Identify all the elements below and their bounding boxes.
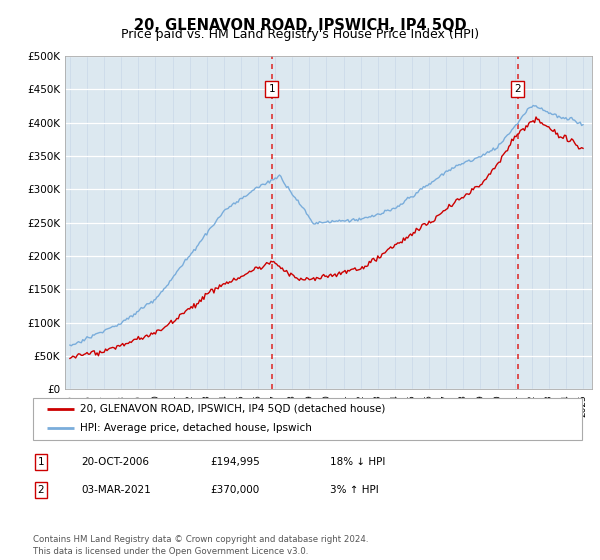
Text: 20, GLENAVON ROAD, IPSWICH, IP4 5QD: 20, GLENAVON ROAD, IPSWICH, IP4 5QD — [134, 18, 466, 33]
Text: 20-OCT-2006: 20-OCT-2006 — [81, 457, 149, 467]
Text: Price paid vs. HM Land Registry's House Price Index (HPI): Price paid vs. HM Land Registry's House … — [121, 28, 479, 41]
Text: Contains HM Land Registry data © Crown copyright and database right 2024.
This d: Contains HM Land Registry data © Crown c… — [33, 535, 368, 556]
Text: 1: 1 — [268, 85, 275, 94]
Text: £370,000: £370,000 — [210, 485, 259, 495]
Text: 03-MAR-2021: 03-MAR-2021 — [81, 485, 151, 495]
Text: 3% ↑ HPI: 3% ↑ HPI — [330, 485, 379, 495]
Text: 20, GLENAVON ROAD, IPSWICH, IP4 5QD (detached house): 20, GLENAVON ROAD, IPSWICH, IP4 5QD (det… — [80, 404, 385, 414]
Text: 18% ↓ HPI: 18% ↓ HPI — [330, 457, 385, 467]
Text: £194,995: £194,995 — [210, 457, 260, 467]
Text: HPI: Average price, detached house, Ipswich: HPI: Average price, detached house, Ipsw… — [80, 423, 311, 433]
Text: 2: 2 — [37, 485, 44, 495]
Text: 2: 2 — [514, 85, 521, 94]
Text: 1: 1 — [37, 457, 44, 467]
FancyBboxPatch shape — [33, 398, 582, 440]
